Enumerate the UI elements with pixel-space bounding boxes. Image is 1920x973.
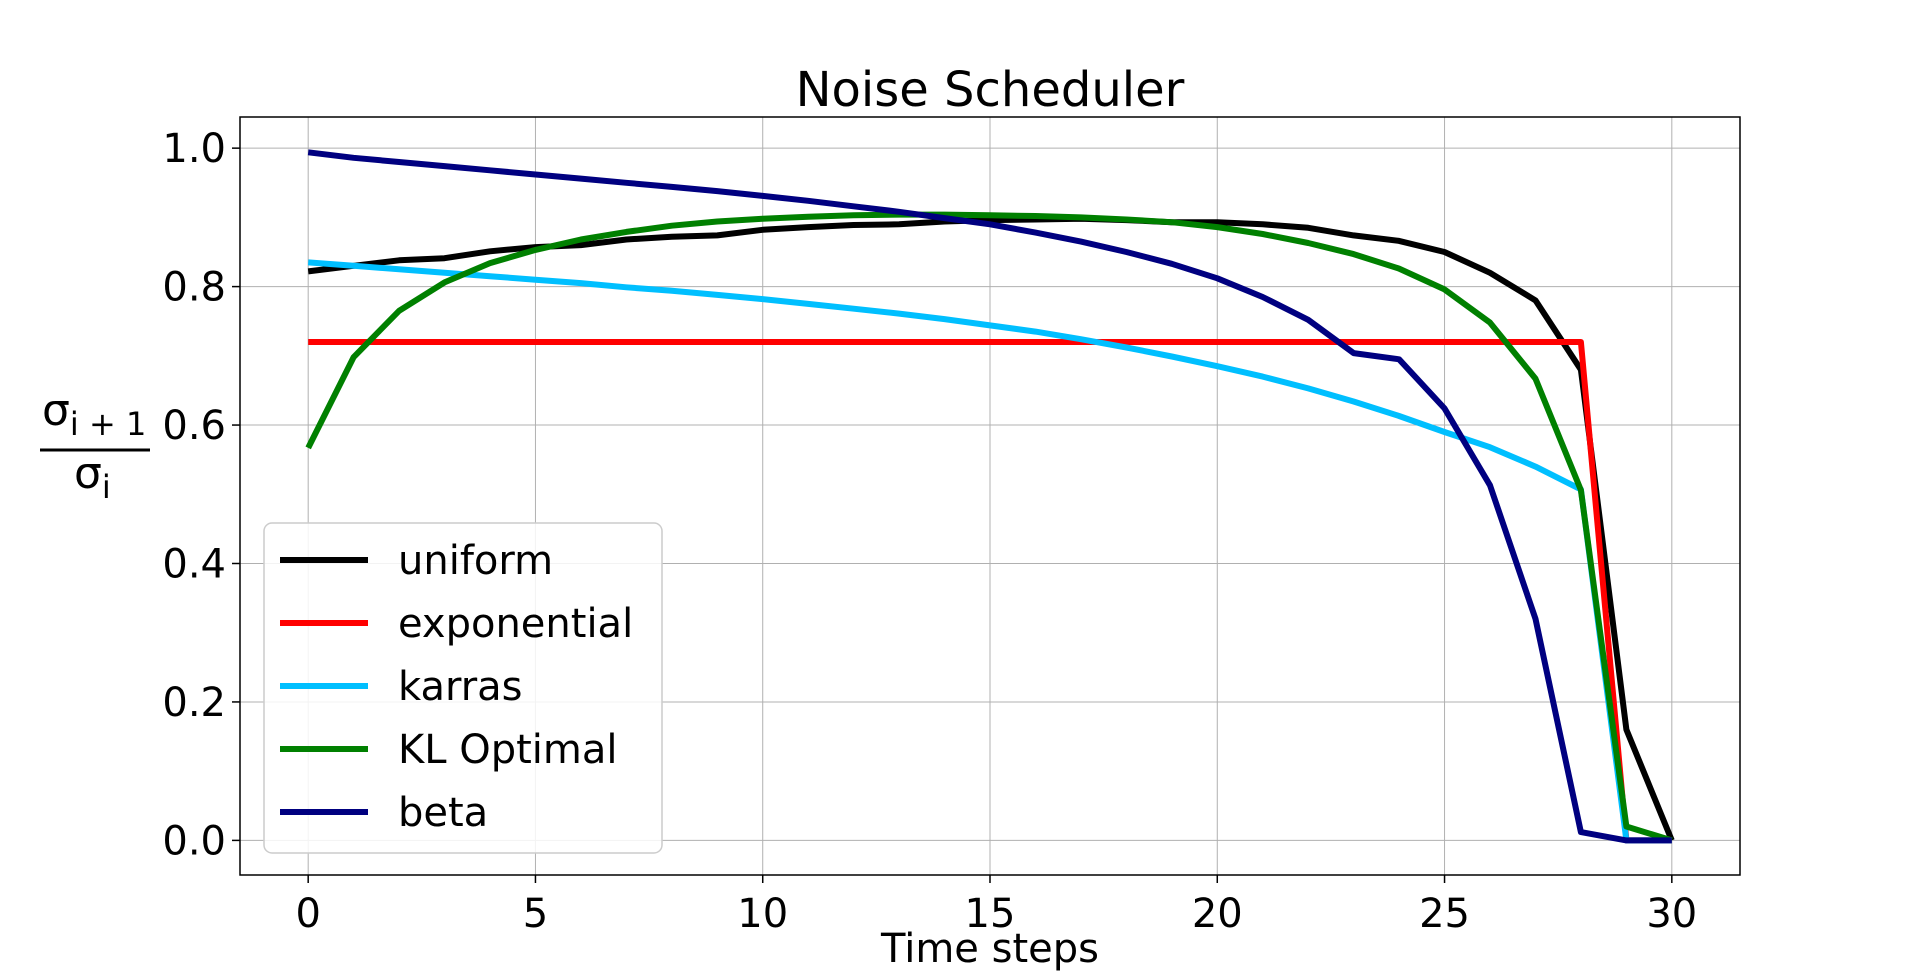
series-line-karras <box>307 259 1672 844</box>
y-tick-label: 0.6 <box>162 403 226 449</box>
x-tick-label: 10 <box>737 891 788 937</box>
y-tick-label: 0.8 <box>162 265 226 311</box>
chart-title: Noise Scheduler <box>796 62 1185 118</box>
y-label-numerator-base: σ <box>42 385 70 436</box>
legend-label-kl-optimal: KL Optimal <box>398 727 618 773</box>
legend-items: uniform exponential karras KL Optimal beta <box>280 538 633 836</box>
y-label-denominator-subscript: i <box>102 468 111 506</box>
x-tick-label: 25 <box>1419 891 1470 937</box>
x-tick-label: 15 <box>965 891 1016 937</box>
series-line-beta <box>307 149 1672 844</box>
y-label-numerator-subscript: i + 1 <box>70 405 146 443</box>
legend: uniform exponential karras KL Optimal beta <box>263 522 663 854</box>
x-tick-label: 30 <box>1646 891 1697 937</box>
y-label-denominator: σi <box>74 448 111 506</box>
legend-box <box>263 522 663 854</box>
legend-label-beta: beta <box>398 790 488 836</box>
y-tick-label: 1.0 <box>162 126 226 172</box>
y-tick-label: 0.0 <box>162 818 226 864</box>
y-tick-label: 0.4 <box>162 541 226 587</box>
legend-label-exponential: exponential <box>398 601 633 647</box>
legend-label-karras: karras <box>398 664 523 710</box>
y-tick-label: 0.2 <box>162 680 226 726</box>
legend-label-uniform: uniform <box>398 538 553 584</box>
x-tick-label: 0 <box>295 891 320 937</box>
x-tick-label: 20 <box>1192 891 1243 937</box>
y-axis-label: σi + 1 σi <box>40 385 150 506</box>
y-axis-ticks: 0.0 0.2 0.4 0.6 0.8 1.0 <box>162 126 240 864</box>
x-axis-ticks: 0 5 10 15 20 25 30 <box>295 875 1697 937</box>
series-lines <box>305 149 1675 844</box>
y-label-numerator: σi + 1 <box>42 385 146 443</box>
x-tick-label: 5 <box>523 891 548 937</box>
x-axis-label: Time steps <box>880 926 1099 972</box>
y-label-denominator-base: σ <box>74 448 102 499</box>
series-line-kl-optimal <box>305 211 1673 844</box>
